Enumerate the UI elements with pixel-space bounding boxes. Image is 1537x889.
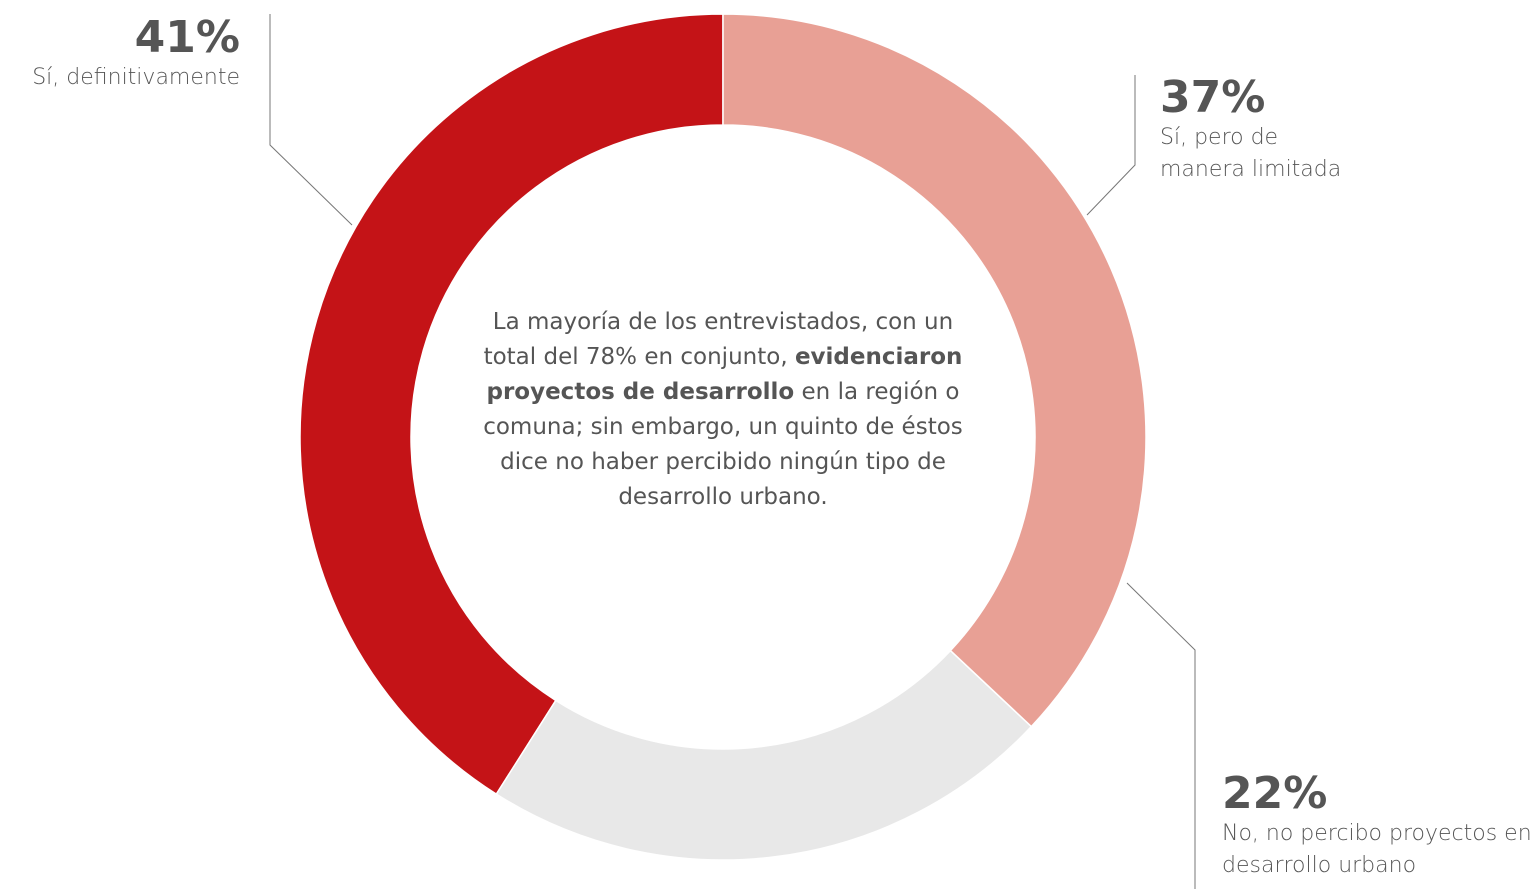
annotation-bold: evidenciaron proyectos de desarrollo [486, 344, 963, 405]
donut-slice [495, 649, 1033, 861]
slice-label: 37% Sí, pero de manera limitada [1160, 74, 1360, 186]
category-label: Sí, definitivamente [32, 65, 240, 90]
center-annotation: La mayoría de los entrevistados, con un … [478, 305, 968, 515]
donut-slice [299, 13, 724, 796]
value-label: 37% [1160, 72, 1266, 123]
donut-slice [722, 13, 1147, 728]
category-label: Sí, pero de manera limitada [1160, 125, 1342, 182]
leader-line [1126, 582, 1196, 889]
leader-line [1086, 75, 1136, 216]
slice-label: 41% Sí, definitivamente [0, 14, 240, 94]
leader-line [269, 14, 353, 226]
annotation-text: en la región o comuna; sin embargo, un q… [483, 379, 963, 510]
value-label: 22% [1222, 768, 1328, 819]
annotation-text: La mayoría de los entrevistados, con un … [483, 309, 954, 370]
slice-label: 22% No, no percibo proyectos en desarroll… [1222, 770, 1537, 882]
value-label: 41% [134, 12, 240, 63]
category-label: No, no percibo proyectos en desarrollo u… [1222, 821, 1532, 878]
